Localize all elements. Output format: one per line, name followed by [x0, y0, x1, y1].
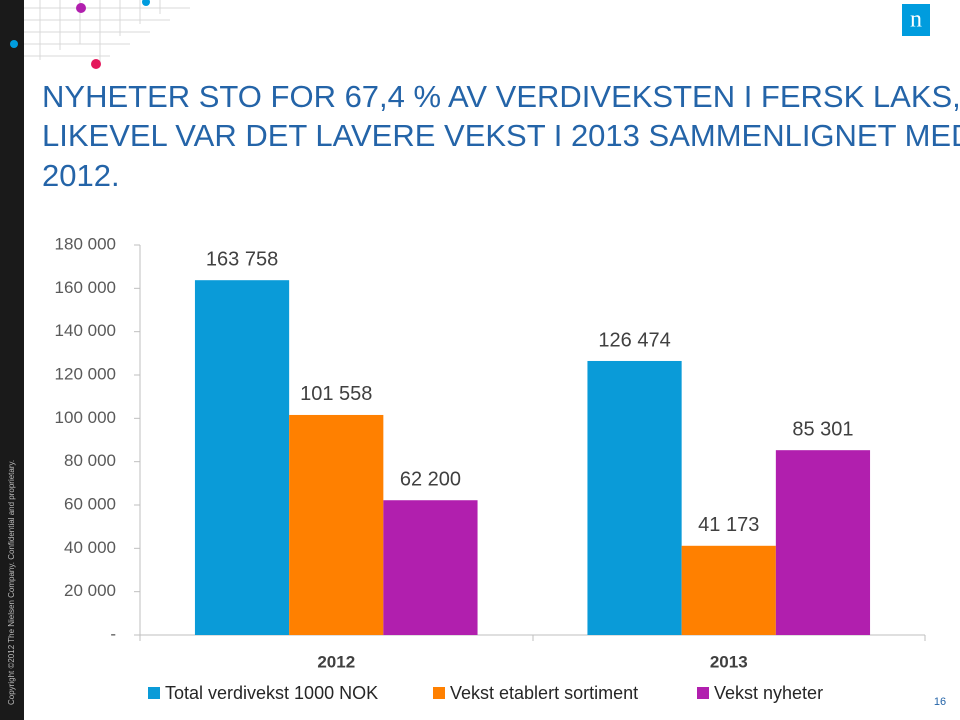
side-strip — [0, 0, 24, 720]
bar — [289, 414, 384, 635]
y-tick-label: 100 000 — [55, 408, 116, 427]
decoration — [24, 0, 190, 64]
y-tick-label: 140 000 — [55, 321, 116, 340]
y-tick-label: - — [110, 624, 116, 643]
legend-swatch — [697, 687, 709, 699]
logo — [902, 4, 930, 36]
page-number: 16 — [934, 696, 946, 708]
bar — [194, 280, 290, 635]
y-tick-label: 120 000 — [55, 364, 116, 383]
y-tick-label: 180 000 — [55, 234, 116, 253]
title-line: NYHETER STO FOR 67,4 % AV VERDIVEKSTEN I… — [42, 79, 960, 114]
bar — [587, 360, 682, 635]
value-label: 85 301 — [792, 418, 853, 440]
title-line: 2012. — [42, 158, 120, 193]
y-tick-label: 40 000 — [64, 538, 116, 557]
legend-swatch — [433, 687, 445, 699]
legend-swatch — [148, 687, 160, 699]
x-tick-label: 2013 — [710, 652, 748, 671]
y-tick-label: 60 000 — [64, 494, 116, 513]
value-label: 126 474 — [598, 329, 670, 351]
y-tick-label: 160 000 — [55, 278, 116, 297]
legend-label: Total verdivekst 1000 NOK — [165, 683, 378, 703]
bar — [383, 500, 478, 635]
value-label: 41 173 — [698, 514, 759, 536]
value-label: 62 200 — [400, 469, 461, 491]
bar — [775, 450, 871, 635]
y-tick-label: 80 000 — [64, 451, 116, 470]
x-tick-label: 2012 — [317, 652, 355, 671]
legend-label: Vekst nyheter — [714, 683, 823, 703]
copyright: Copyright ©2012 The Nielsen Company. Con… — [7, 460, 16, 705]
bar — [681, 545, 776, 635]
decoration-dots — [10, 0, 150, 69]
legend-label: Vekst etablert sortiment — [450, 683, 638, 703]
logo-text: n — [910, 7, 922, 33]
title-line: LIKEVEL VAR DET LAVERE VEKST I 2013 SAMM… — [42, 118, 960, 153]
y-tick-label: 20 000 — [64, 581, 116, 600]
value-label: 101 558 — [300, 383, 372, 405]
value-label: 163 758 — [206, 248, 278, 270]
